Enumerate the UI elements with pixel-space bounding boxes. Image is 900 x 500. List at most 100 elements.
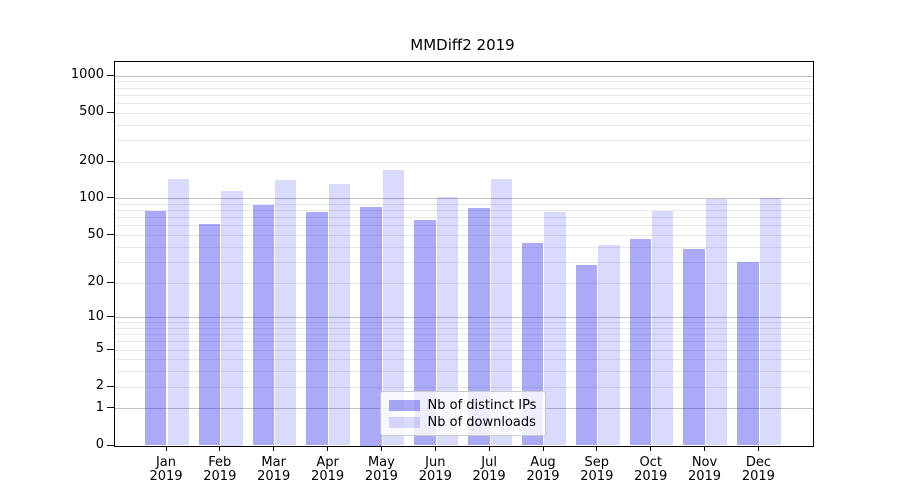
legend-swatch-downloads [388,416,420,428]
y-tick-mark [107,160,114,162]
x-tick-label: Sep 2019 [569,454,625,485]
x-tick-label: Nov 2019 [677,454,733,485]
x-tick-month: Jul [481,454,497,470]
bar-downloads [598,245,620,446]
x-tick-mark [327,445,329,451]
y-gridline-minor [114,210,813,212]
y-gridline-minor [114,386,813,388]
x-tick-mark [165,445,167,451]
y-tick-mark [107,385,114,387]
y-tick-label: 2 [95,378,104,394]
bar-distinct-ips [144,210,167,446]
bar-downloads [436,196,459,446]
x-tick-month: Nov [691,454,718,470]
plot-area [113,60,814,447]
y-tick-mark [107,444,114,446]
y-tick-label: 0 [95,437,104,452]
x-tick-mark [219,445,221,451]
y-gridline-minor [114,261,813,263]
y-tick-label: 500 [79,104,104,120]
bar-distinct-ips [414,220,436,446]
legend-entry-downloads: Nb of downloads [388,414,537,431]
x-tick-label: Dec 2019 [730,454,786,485]
y-gridline-minor [114,139,813,141]
x-tick-mark [380,445,382,451]
bar-distinct-ips [683,249,705,446]
y-gridline-minor [114,204,813,205]
bar-downloads [275,179,297,446]
x-tick-year: 2019 [203,469,237,484]
x-tick-month: Oct [639,454,662,470]
x-tick-year: 2019 [418,469,452,484]
x-tick-label: Apr 2019 [300,454,356,485]
x-tick-month: Jun [425,454,446,470]
x-tick-mark [488,445,490,451]
y-tick-mark [107,348,114,350]
x-tick-mark [704,445,705,451]
y-gridline-minor [114,124,813,126]
legend-entry-distinct-ips: Nb of distinct IPs [388,397,537,414]
y-tick-label: 1000 [70,67,104,82]
x-tick-year: 2019 [149,469,183,484]
bar-distinct-ips [198,223,221,446]
x-tick-month: Mar [261,454,286,470]
legend-label-downloads: Nb of downloads [427,414,536,430]
x-tick-month: Apr [316,454,339,470]
x-tick-label: Jul 2019 [461,454,517,485]
bar-distinct-ips [252,205,275,446]
x-tick-mark [596,445,598,451]
y-gridline-minor [114,225,813,227]
legend-swatch-distinct-ips [388,399,420,411]
x-tick-year: 2019 [311,469,345,484]
y-tick-label: 1 [95,399,104,415]
y-tick-label: 20 [87,274,104,289]
y-gridline-minor [114,359,813,361]
y-gridline-major [114,198,813,200]
y-gridline-minor [114,334,813,336]
y-gridline-minor [114,94,813,96]
y-gridline-minor [114,217,813,219]
y-gridline-minor [114,102,813,104]
x-tick-label: Jan 2019 [138,454,194,485]
y-gridline-minor [114,161,813,163]
x-tick-year: 2019 [526,469,560,484]
y-tick-mark [107,111,114,113]
x-tick-year: 2019 [741,469,775,484]
bar-distinct-ips [306,212,329,446]
x-tick-year: 2019 [687,469,722,484]
bar-distinct-ips [360,207,382,446]
y-gridline-minor [114,81,813,83]
x-tick-label: Feb 2019 [192,454,248,485]
x-tick-year: 2019 [364,469,398,484]
y-gridline-minor [114,327,813,329]
y-gridline-minor [114,235,813,236]
x-tick-month: Feb [208,454,232,470]
bar-downloads [382,170,405,446]
y-tick-label: 100 [79,189,104,205]
x-tick-mark [757,445,759,451]
x-tick-label: Jun 2019 [407,454,463,485]
x-tick-month: Jan [155,454,177,470]
bar-distinct-ips [737,261,759,446]
bar-distinct-ips [629,239,652,446]
y-gridline-minor [114,112,813,114]
x-tick-mark [434,445,436,451]
y-gridline-major [114,317,813,319]
bar-downloads [167,178,189,446]
x-tick-month: Sep [584,454,610,470]
bar-downloads [706,199,728,446]
y-tick-label: 5 [95,341,104,357]
y-gridline-minor [114,282,813,284]
x-tick-month: Dec [745,454,771,470]
x-tick-label: Oct 2019 [623,454,679,485]
bar-downloads [221,191,243,446]
x-tick-mark [273,445,275,451]
legend-label-distinct-ips: Nb of distinct IPs [427,397,537,413]
x-tick-label: May 2019 [353,455,409,485]
x-tick-year: 2019 [472,469,506,484]
y-gridline-minor [114,87,813,89]
x-tick-mark [650,445,652,451]
y-gridline-minor [114,371,813,373]
y-gridline-minor [114,246,813,248]
